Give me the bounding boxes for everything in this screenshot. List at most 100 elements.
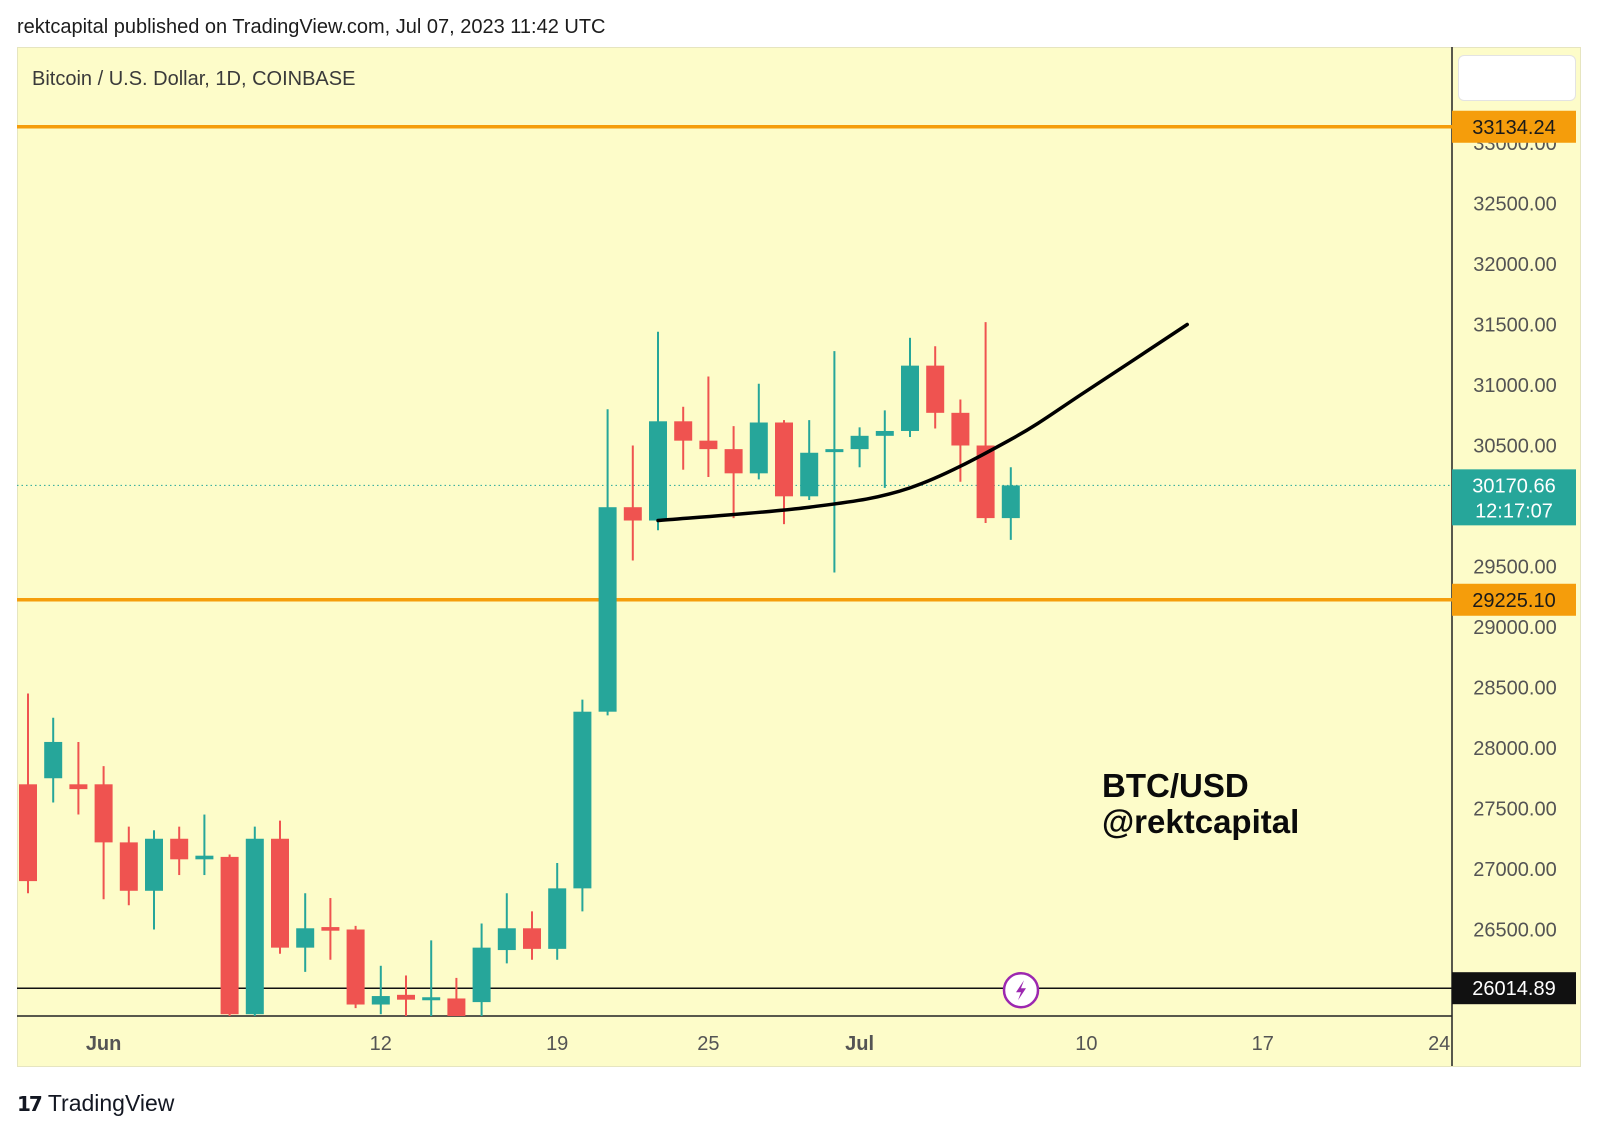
candle[interactable] [296, 893, 315, 972]
candle[interactable] [472, 923, 491, 1026]
level-tag-text: 33134.24 [1472, 117, 1555, 139]
candle-body [422, 997, 441, 1001]
candle[interactable] [649, 331, 667, 531]
candle[interactable] [170, 826, 189, 876]
candle[interactable] [699, 376, 718, 477]
lightning-icon [1016, 980, 1026, 1001]
x-tick-label: 19 [546, 1033, 568, 1055]
y-tick-label: 27500.00 [1473, 799, 1556, 821]
candle-body [749, 422, 768, 474]
candle-body [976, 445, 995, 519]
candle[interactable] [548, 862, 567, 960]
candle[interactable] [573, 699, 592, 912]
price-scale-widget[interactable] [1458, 55, 1576, 101]
x-tick-label: Jun [86, 1033, 122, 1055]
current-price-tag-bg [1452, 469, 1576, 526]
candle-body [523, 928, 541, 949]
candle-body [44, 741, 63, 779]
candle-body [825, 449, 844, 453]
level-price-tag[interactable]: 26014.89 [1452, 972, 1576, 1005]
annotation-line-1: BTC/USD [1102, 767, 1249, 804]
candle-body [195, 855, 214, 860]
level-price-tag[interactable]: 29225.10 [1452, 583, 1576, 616]
x-tick-label: 17 [1252, 1033, 1274, 1055]
publisher-line: rektcapital published on TradingView.com… [17, 16, 606, 38]
countdown-timer: 12:17:07 [1475, 500, 1553, 522]
y-tick-label: 30500.00 [1473, 436, 1556, 458]
level-tag-bg [1452, 583, 1576, 616]
candle[interactable] [145, 830, 163, 930]
candle-body [850, 435, 869, 450]
candle[interactable] [422, 940, 441, 1023]
candle-body [699, 440, 718, 450]
candle[interactable] [623, 445, 642, 561]
candle[interactable] [271, 820, 289, 954]
candle-body [901, 365, 919, 431]
candle[interactable] [19, 693, 37, 894]
curve-drawing[interactable] [656, 322, 1189, 523]
level-tag-text: 26014.89 [1472, 978, 1555, 1000]
candle[interactable] [69, 741, 88, 815]
candle[interactable] [674, 406, 693, 470]
x-tick-label: 10 [1075, 1033, 1097, 1055]
candle[interactable] [245, 826, 264, 1027]
candle[interactable] [749, 383, 768, 480]
candle[interactable] [976, 322, 995, 523]
candle[interactable] [321, 898, 340, 960]
plot-area[interactable] [17, 125, 1452, 1033]
candle[interactable] [447, 977, 466, 1032]
y-tick-label: 32500.00 [1473, 194, 1556, 216]
y-tick-label: 32000.00 [1473, 254, 1556, 276]
candle[interactable] [523, 911, 541, 960]
candle-body [926, 365, 945, 413]
candle-body [800, 452, 819, 497]
candle[interactable] [926, 346, 945, 429]
candle[interactable] [44, 717, 63, 803]
candle-body [775, 422, 793, 497]
candle[interactable] [195, 814, 214, 876]
candle-body [145, 838, 163, 891]
x-tick-label: Jul [845, 1033, 874, 1055]
y-tick-label: 31000.00 [1473, 375, 1556, 397]
candle-body [220, 856, 239, 1015]
candle[interactable] [598, 409, 617, 716]
level-tag-bg [1452, 972, 1576, 1005]
symbol-info[interactable]: Bitcoin / U.S. Dollar, 1D, COINBASE [32, 68, 356, 90]
candle-body [674, 421, 693, 441]
candle-body [649, 421, 667, 521]
candle-body [447, 998, 466, 1016]
candle-body [397, 994, 415, 1000]
candle[interactable] [825, 351, 844, 573]
candle-body [573, 711, 592, 889]
tradingview-logo-icon: 17 [17, 1091, 43, 1116]
footer-branding[interactable]: 17 TradingView [17, 1090, 174, 1117]
candle-body [94, 784, 113, 843]
candle[interactable] [346, 925, 365, 1009]
candle[interactable] [1001, 467, 1020, 540]
annotation-line-2: @rektcapital [1102, 803, 1300, 840]
candle[interactable] [850, 427, 869, 468]
candle[interactable] [397, 975, 415, 1016]
candle-body [875, 430, 894, 436]
candle[interactable] [724, 426, 743, 519]
candle-body [371, 996, 390, 1005]
candle[interactable] [775, 420, 793, 525]
axis-corner [1453, 1017, 1568, 1066]
candle-body [472, 947, 491, 1003]
level-price-tag[interactable]: 33134.24 [1452, 110, 1576, 143]
candle[interactable] [901, 337, 919, 438]
candle[interactable] [497, 893, 516, 964]
candle[interactable] [119, 826, 138, 906]
candle-body [19, 784, 37, 882]
event-marker-icon[interactable] [1002, 971, 1040, 1009]
candle[interactable] [371, 965, 390, 1015]
candle[interactable] [875, 410, 894, 488]
x-tick-label: 25 [697, 1033, 719, 1055]
candle[interactable] [800, 420, 819, 500]
candle[interactable] [220, 854, 239, 1026]
candle-body [245, 838, 264, 1015]
candle-body [69, 784, 88, 790]
current-price-tag[interactable]: 30170.66 12:17:07 [1452, 469, 1576, 526]
candle[interactable] [94, 766, 113, 900]
